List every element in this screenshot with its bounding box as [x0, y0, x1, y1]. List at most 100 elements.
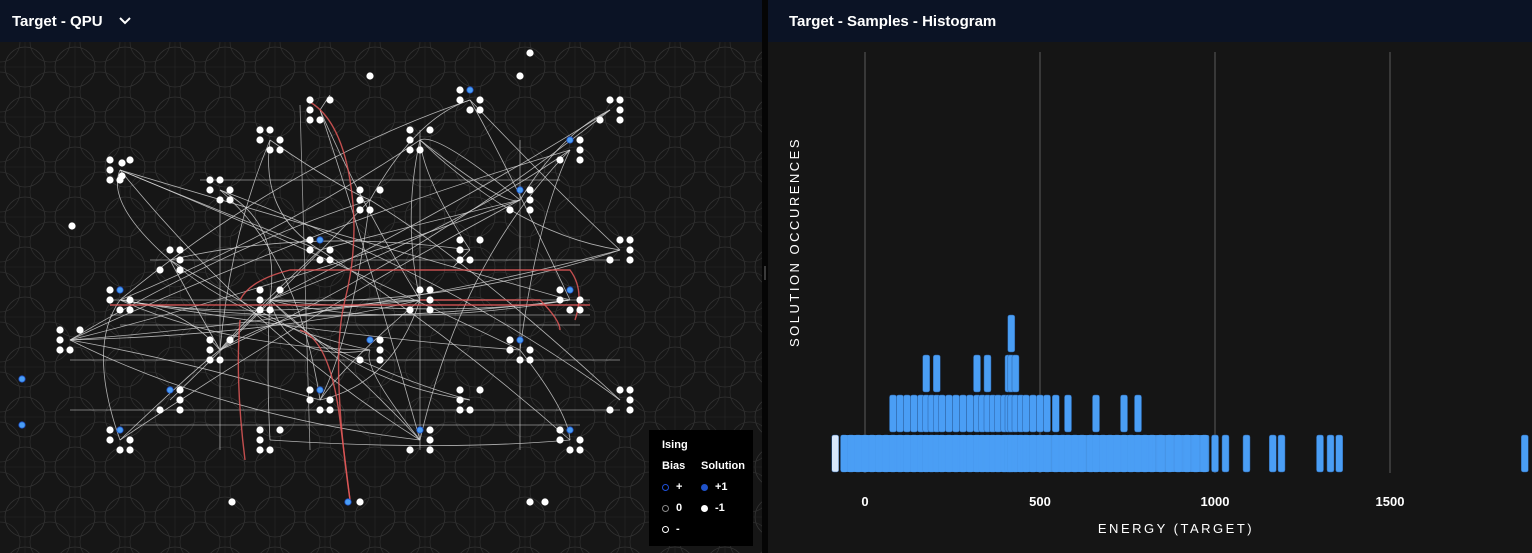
- qubit-node[interactable]: [176, 246, 184, 254]
- qubit-node[interactable]: [256, 446, 264, 454]
- qubit-node[interactable]: [256, 126, 264, 134]
- histogram-bar[interactable]: [1221, 434, 1230, 473]
- qubit-node[interactable]: [106, 286, 114, 294]
- qubit-node[interactable]: [416, 146, 424, 154]
- qubit-node[interactable]: [166, 246, 174, 254]
- qubit-node[interactable]: [256, 306, 264, 314]
- histogram-bar[interactable]: [1269, 434, 1277, 473]
- histogram-bar[interactable]: [1011, 354, 1020, 393]
- qubit-node[interactable]: [256, 286, 264, 294]
- qubit-node[interactable]: [126, 436, 134, 444]
- qubit-node[interactable]: [626, 236, 634, 244]
- qubit-node[interactable]: [356, 206, 364, 214]
- qubit-node[interactable]: [326, 96, 334, 104]
- qubit-node[interactable]: [126, 446, 134, 454]
- qubit-node[interactable]: [106, 436, 114, 444]
- qubit-node[interactable]: [106, 156, 114, 164]
- histogram-bar[interactable]: [1007, 314, 1016, 353]
- qubit-node[interactable]: [616, 386, 624, 394]
- qubit-node[interactable]: [68, 222, 76, 230]
- qubit-node[interactable]: [366, 72, 374, 80]
- qubit-node[interactable]: [356, 498, 364, 506]
- qubit-node[interactable]: [476, 386, 484, 394]
- histogram-bar[interactable]: [959, 394, 967, 433]
- qubit-node[interactable]: [556, 286, 564, 294]
- qubit-node[interactable]: [376, 346, 384, 354]
- qubit-node[interactable]: [266, 146, 274, 154]
- qubit-node[interactable]: [606, 96, 614, 104]
- qubit-node[interactable]: [566, 306, 574, 314]
- qubit-node[interactable]: [426, 446, 434, 454]
- qubit-node[interactable]: [306, 96, 314, 104]
- qubit-node[interactable]: [516, 356, 524, 364]
- qubit-node[interactable]: [376, 356, 384, 364]
- histogram-bar[interactable]: [896, 394, 904, 433]
- qubit-node[interactable]: [206, 356, 214, 364]
- qubit-node[interactable]: [118, 172, 126, 180]
- histogram-bar[interactable]: [1316, 434, 1324, 473]
- qubit-node[interactable]: [426, 126, 434, 134]
- qubit-node[interactable]: [616, 96, 624, 104]
- histogram-bar[interactable]: [1277, 434, 1286, 473]
- qubit-node[interactable]: [116, 306, 124, 314]
- histogram-bar[interactable]: [1120, 394, 1128, 433]
- qubit-node[interactable]: [566, 286, 574, 294]
- qubit-node[interactable]: [256, 296, 264, 304]
- qubit-node[interactable]: [116, 426, 124, 434]
- histogram-bar[interactable]: [933, 354, 941, 393]
- qubit-node[interactable]: [576, 296, 584, 304]
- histogram-bar[interactable]: [1092, 394, 1100, 433]
- qubit-node[interactable]: [506, 346, 514, 354]
- qubit-node[interactable]: [476, 236, 484, 244]
- qubit-node[interactable]: [56, 346, 64, 354]
- qubit-node[interactable]: [456, 86, 464, 94]
- qubit-node[interactable]: [176, 386, 184, 394]
- qubit-node[interactable]: [466, 406, 474, 414]
- qubit-node[interactable]: [366, 336, 374, 344]
- qubit-node[interactable]: [456, 96, 464, 104]
- qubit-node[interactable]: [416, 426, 424, 434]
- qubit-node[interactable]: [626, 246, 634, 254]
- qubit-node[interactable]: [616, 236, 624, 244]
- panel-resize-divider[interactable]: [762, 0, 768, 553]
- qubit-node[interactable]: [66, 346, 74, 354]
- qubit-node[interactable]: [316, 406, 324, 414]
- qubit-node[interactable]: [266, 306, 274, 314]
- qubit-node[interactable]: [426, 296, 434, 304]
- qubit-node[interactable]: [626, 256, 634, 264]
- histogram-bar[interactable]: [1521, 434, 1529, 473]
- qubit-node[interactable]: [526, 356, 534, 364]
- qubit-node[interactable]: [516, 72, 524, 80]
- qubit-node[interactable]: [226, 336, 234, 344]
- qubit-node[interactable]: [156, 406, 164, 414]
- qubit-node[interactable]: [476, 96, 484, 104]
- qubit-node[interactable]: [256, 426, 264, 434]
- qubit-node[interactable]: [526, 196, 534, 204]
- qubit-node[interactable]: [626, 386, 634, 394]
- qubit-node[interactable]: [256, 136, 264, 144]
- qubit-node[interactable]: [228, 498, 236, 506]
- qubit-node[interactable]: [166, 386, 174, 394]
- qubit-node[interactable]: [176, 406, 184, 414]
- histogram-bar[interactable]: [945, 394, 953, 433]
- qubit-node[interactable]: [406, 136, 414, 144]
- qubit-node[interactable]: [426, 306, 434, 314]
- qubit-node[interactable]: [276, 146, 284, 154]
- qubit-node[interactable]: [216, 196, 224, 204]
- qubit-node[interactable]: [526, 206, 534, 214]
- qubit-node[interactable]: [526, 49, 534, 57]
- histogram-bar[interactable]: [983, 354, 992, 393]
- qubit-node[interactable]: [576, 146, 584, 154]
- histogram-bar[interactable]: [938, 394, 946, 433]
- histogram-bar[interactable]: [966, 394, 974, 433]
- qubit-node[interactable]: [356, 186, 364, 194]
- qubit-node[interactable]: [118, 159, 126, 167]
- qubit-node[interactable]: [306, 396, 314, 404]
- qubit-node[interactable]: [316, 116, 324, 124]
- qubit-node[interactable]: [216, 176, 224, 184]
- qubit-node[interactable]: [466, 106, 474, 114]
- qubit-node[interactable]: [556, 156, 564, 164]
- histogram-bar[interactable]: [1064, 394, 1072, 433]
- histogram-bar[interactable]: [973, 354, 981, 393]
- histogram-bar[interactable]: [1134, 394, 1142, 433]
